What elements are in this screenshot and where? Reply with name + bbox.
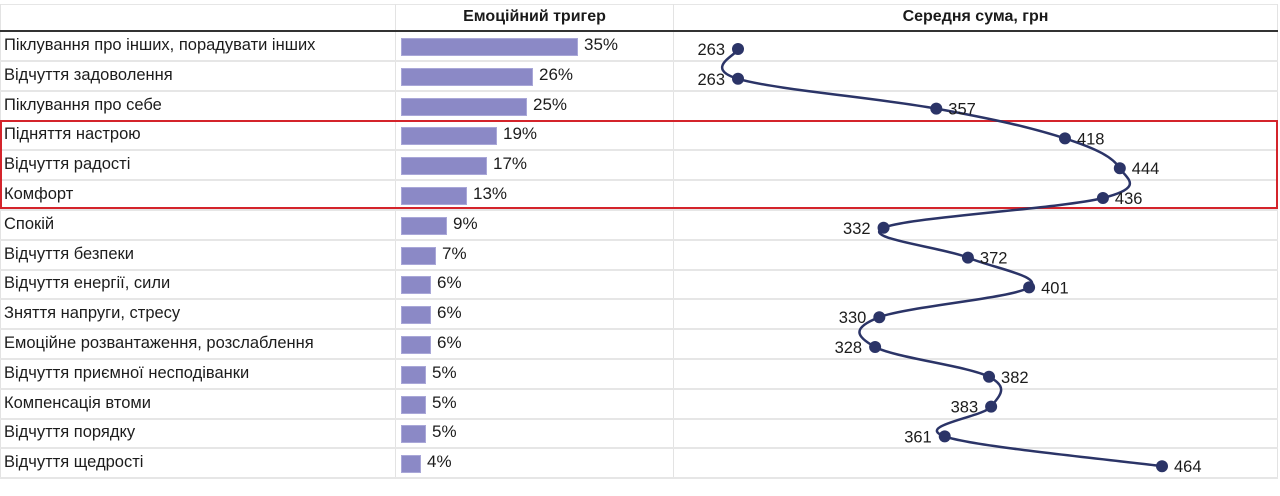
row-divider [0, 477, 1278, 480]
trigger-pct-label: 6% [437, 333, 462, 352]
table-row: Відчуття щедрості 4% [0, 449, 1278, 480]
row-divider [0, 358, 1278, 360]
column-divider-1 [395, 4, 396, 478]
row-divider [0, 149, 1278, 152]
trigger-pct-label: 5% [432, 392, 457, 412]
trigger-bar [401, 425, 426, 444]
trigger-pct-label: 5% [432, 422, 457, 442]
trigger-bar [401, 187, 467, 205]
top-border [0, 4, 1278, 5]
table-row: Відчуття радості 17% [0, 151, 1278, 182]
row-label: Спокій [4, 214, 55, 233]
trigger-bar [401, 365, 426, 384]
trigger-bar [401, 455, 421, 474]
trigger-pct-label: 4% [427, 452, 452, 472]
trigger-bar [401, 306, 431, 325]
row-label: Емоційне розвантаження, розслаблення [4, 334, 314, 352]
table-row: Підняття настрою 19% [0, 121, 1278, 152]
table-row: Відчуття енергії, сили 6% [0, 270, 1278, 301]
table-row: Комфорт 13% [0, 181, 1278, 211]
trigger-bar [401, 276, 431, 295]
row-label: Відчуття приємної несподіванки [4, 363, 250, 382]
row-divider [0, 328, 1278, 331]
row-label: Відчуття порядку [4, 423, 136, 442]
trigger-pct-label: 25% [533, 94, 568, 114]
trigger-pct-label: 6% [437, 273, 462, 293]
row-divider [0, 387, 1278, 390]
table-row: Емоційне розвантаження, розслаблення 6% [0, 330, 1278, 360]
trigger-pct-label: 6% [437, 303, 462, 323]
table-row: Піклування про інших, порадувати інших 35… [0, 32, 1278, 62]
header-rule [0, 30, 1278, 32]
trigger-bar [401, 67, 533, 86]
trigger-bar [401, 157, 487, 176]
table-row: Компенсація втоми 5% [0, 390, 1278, 420]
trigger-bar [401, 395, 426, 414]
row-label: Відчуття енергії, сили [4, 274, 171, 293]
trigger-pct-label: 13% [473, 184, 508, 203]
row-label: Відчуття щедрості [4, 453, 144, 472]
trigger-bar [401, 97, 527, 116]
trigger-pct-label: 35% [584, 35, 619, 54]
row-label: Відчуття безпеки [4, 244, 134, 263]
row-divider [0, 268, 1278, 271]
row-divider [0, 89, 1278, 92]
trigger-bar [401, 336, 431, 354]
row-divider [0, 298, 1278, 301]
row-label: Піклування про інших, порадувати інших [4, 36, 316, 54]
row-divider [0, 238, 1278, 241]
row-label: Відчуття радості [4, 155, 131, 174]
left-border [0, 4, 1, 478]
row-divider [0, 179, 1278, 182]
trigger-pct-label: 17% [493, 154, 528, 174]
row-label: Піклування про себе [4, 95, 162, 114]
trigger-bar [401, 127, 497, 146]
column-header-avg-sum: Середня сума, грн [902, 8, 1049, 25]
trigger-bar [401, 216, 447, 235]
trigger-pct-label: 5% [432, 362, 457, 382]
row-divider [0, 60, 1278, 62]
row-label: Підняття настрою [4, 125, 141, 144]
row-label: Відчуття задоволення [4, 65, 173, 84]
trigger-pct-label: 9% [453, 213, 478, 233]
table-row: Піклування про себе 25% [0, 92, 1278, 122]
table-row: Відчуття приємної несподіванки 5% [0, 360, 1278, 390]
right-border [1277, 4, 1278, 478]
row-label: Компенсація втоми [4, 393, 151, 412]
row-divider [0, 417, 1278, 420]
trigger-pct-label: 26% [539, 64, 574, 84]
table-row: Зняття напруги, стресу 6% [0, 300, 1278, 331]
trigger-bar [401, 38, 578, 56]
table-row: Відчуття безпеки 7% [0, 241, 1278, 271]
row-label: Комфорт [4, 185, 74, 203]
trigger-bar [401, 246, 436, 265]
row-divider [0, 447, 1278, 450]
column-divider-2 [673, 4, 674, 478]
table-row: Відчуття порядку 5% [0, 419, 1278, 450]
trigger-pct-label: 19% [503, 124, 538, 144]
row-divider [0, 209, 1278, 211]
table-row: Відчуття задоволення 26% [0, 62, 1278, 92]
table-row: Спокій 9% [0, 211, 1278, 241]
row-label: Зняття напруги, стресу [4, 304, 181, 323]
column-header-trigger: Емоційний тригер [463, 8, 606, 25]
trigger-pct-label: 7% [442, 243, 467, 263]
